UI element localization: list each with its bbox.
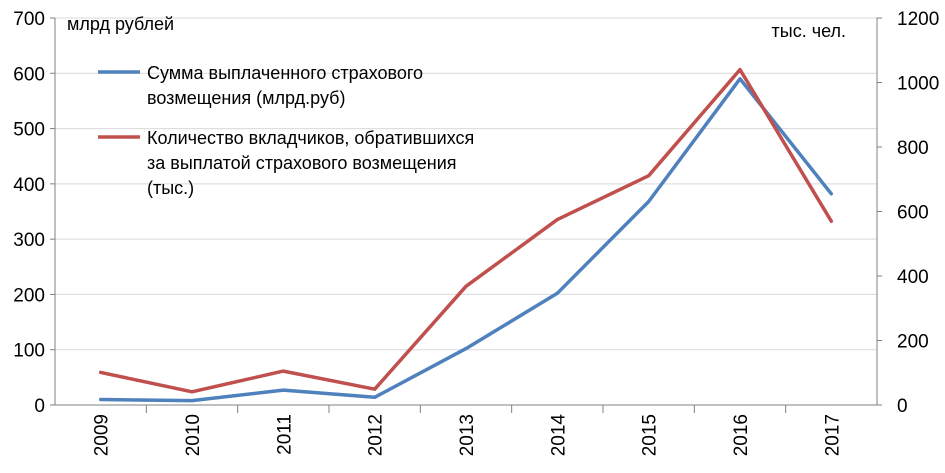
axes: 0 100 200 300 400 500 600 700 0 200 400 600 800 1000 1… (13, 9, 939, 456)
gridlines (55, 17, 877, 351)
right-tick-label: 800 (897, 138, 929, 159)
legend-depositors-text: Количество вкладчиков, обратившихся (147, 128, 474, 148)
right-tick-label: 600 (897, 203, 929, 224)
x-tick-label: 2012 (366, 414, 387, 456)
legend-payout-text: Сумма выплаченного страхового (147, 63, 423, 83)
legend-depositors-text: за выплатой страхового возмещения (147, 153, 457, 173)
x-tick-label: 2015 (640, 414, 661, 456)
left-tick-label: 200 (13, 285, 45, 306)
x-tick-label: 2016 (731, 414, 752, 456)
legend: Сумма выплаченного страхового возмещения … (98, 63, 474, 198)
left-tick-label: 400 (13, 175, 45, 196)
legend-depositors-text: (тыс.) (147, 178, 194, 198)
right-tick-label: 1200 (897, 9, 939, 30)
left-tick-label: 0 (34, 396, 45, 417)
left-axis-unit-label: млрд рублей (67, 14, 174, 34)
depositors-count-line (98, 67, 834, 394)
left-tick-label: 500 (13, 120, 45, 141)
left-tick-label: 300 (13, 230, 45, 251)
right-tick-label: 1000 (897, 74, 939, 95)
right-tick-label: 200 (897, 332, 929, 353)
right-axis-unit-label: тыс. чел. (772, 21, 846, 41)
x-tick-label: 2010 (183, 414, 204, 456)
left-tick-label: 600 (13, 64, 45, 85)
right-tick-label: 0 (897, 396, 908, 417)
legend-payout-text: возмещения (млрд.руб) (147, 88, 345, 108)
x-tick-label: 2014 (548, 414, 569, 457)
left-tick-label: 700 (13, 9, 45, 30)
x-tick-label: 2013 (457, 414, 478, 456)
left-tick-label: 100 (13, 341, 45, 362)
series-lines (98, 67, 834, 403)
x-tick-label: 2011 (274, 414, 295, 455)
payout-sum-line (98, 77, 834, 403)
x-tick-label: 2017 (822, 414, 843, 456)
right-tick-label: 400 (897, 267, 929, 288)
x-tick-label: 2009 (92, 414, 113, 456)
